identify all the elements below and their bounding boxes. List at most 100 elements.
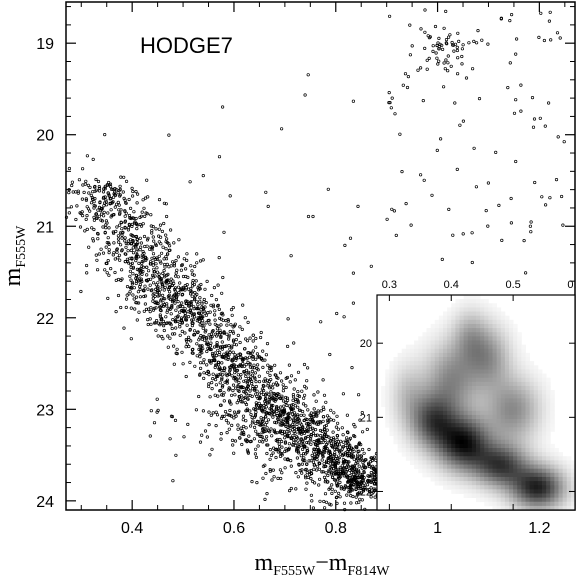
density-cell xyxy=(542,402,547,408)
density-cell xyxy=(389,419,394,424)
density-cell xyxy=(513,423,518,428)
density-cell xyxy=(463,369,469,374)
density-cell xyxy=(459,390,465,395)
density-cell xyxy=(418,435,423,441)
density-cell xyxy=(463,431,469,436)
density-cell xyxy=(546,456,551,461)
star-point xyxy=(434,51,438,55)
density-cell xyxy=(389,427,394,432)
star-point xyxy=(112,190,117,194)
star-point xyxy=(201,409,205,413)
star-point xyxy=(104,198,108,202)
density-cell xyxy=(480,439,485,445)
density-cell xyxy=(546,468,551,474)
density-cell xyxy=(410,427,415,432)
star-point xyxy=(160,251,164,255)
inset-x-tick-label: 0.6 xyxy=(567,279,577,291)
star-point xyxy=(157,254,161,258)
density-cell xyxy=(410,348,415,354)
star-point xyxy=(390,207,394,211)
star-point xyxy=(225,332,229,336)
star-point xyxy=(321,440,325,444)
density-cell xyxy=(504,501,510,507)
star-point xyxy=(247,355,252,359)
star-point xyxy=(247,351,251,355)
star-point xyxy=(303,468,307,472)
star-point xyxy=(174,271,178,275)
star-point xyxy=(364,465,368,469)
star-point xyxy=(158,259,162,263)
star-point xyxy=(203,330,207,334)
density-cell xyxy=(476,476,481,482)
star-point xyxy=(276,417,280,421)
density-cell xyxy=(537,369,543,374)
star-point xyxy=(175,347,179,351)
star-point xyxy=(254,380,258,384)
star-point xyxy=(178,281,182,285)
density-cell xyxy=(500,373,506,379)
density-cell xyxy=(488,377,493,383)
star-point xyxy=(112,241,116,245)
star-point xyxy=(139,224,144,228)
density-cell xyxy=(389,390,394,395)
star-point xyxy=(293,378,297,382)
density-cell xyxy=(525,460,531,465)
star-point xyxy=(437,47,441,51)
star-point xyxy=(265,378,270,382)
star-point xyxy=(218,367,223,371)
density-cell xyxy=(459,365,465,370)
star-point xyxy=(254,401,258,405)
star-point xyxy=(351,271,355,275)
density-cell xyxy=(517,464,522,470)
density-cell xyxy=(529,398,535,403)
density-cell xyxy=(509,419,514,424)
star-point xyxy=(189,303,193,307)
density-cell xyxy=(525,410,531,416)
density-cell xyxy=(455,485,460,490)
density-cell xyxy=(393,402,399,408)
density-cell xyxy=(430,365,436,370)
star-point xyxy=(140,261,144,265)
star-point xyxy=(311,460,316,464)
density-cell xyxy=(447,340,452,346)
density-cell xyxy=(537,402,543,408)
star-point xyxy=(117,253,122,257)
density-cell xyxy=(500,489,506,494)
density-cell xyxy=(434,435,440,441)
star-point xyxy=(255,389,259,393)
density-cell xyxy=(467,295,473,300)
star-point xyxy=(244,392,248,396)
density-cell xyxy=(480,443,485,449)
density-cell xyxy=(488,381,493,387)
density-cell xyxy=(558,472,564,478)
star-point xyxy=(326,473,330,478)
star-point xyxy=(341,454,345,458)
star-point xyxy=(460,54,464,59)
star-point xyxy=(297,463,301,467)
density-cell xyxy=(476,423,481,428)
star-point xyxy=(267,396,272,400)
star-point xyxy=(555,31,560,35)
density-cell xyxy=(484,323,489,329)
density-cell xyxy=(533,419,539,424)
star-point xyxy=(165,237,169,241)
star-point xyxy=(256,420,260,424)
star-point xyxy=(161,245,165,249)
star-point xyxy=(171,260,175,264)
density-cell xyxy=(426,414,432,420)
star-point xyxy=(204,342,209,346)
star-point xyxy=(201,319,205,323)
density-cell xyxy=(418,352,423,358)
star-point xyxy=(461,43,465,47)
density-cells-layer xyxy=(381,295,576,511)
star-point xyxy=(198,355,202,359)
density-cell xyxy=(509,361,514,366)
density-cell xyxy=(438,377,444,383)
star-point xyxy=(206,319,210,323)
density-cell xyxy=(513,493,518,498)
density-cell xyxy=(533,369,539,374)
density-cell xyxy=(480,381,485,387)
density-cell xyxy=(438,394,444,399)
star-point xyxy=(369,474,373,478)
density-cell xyxy=(430,472,436,478)
